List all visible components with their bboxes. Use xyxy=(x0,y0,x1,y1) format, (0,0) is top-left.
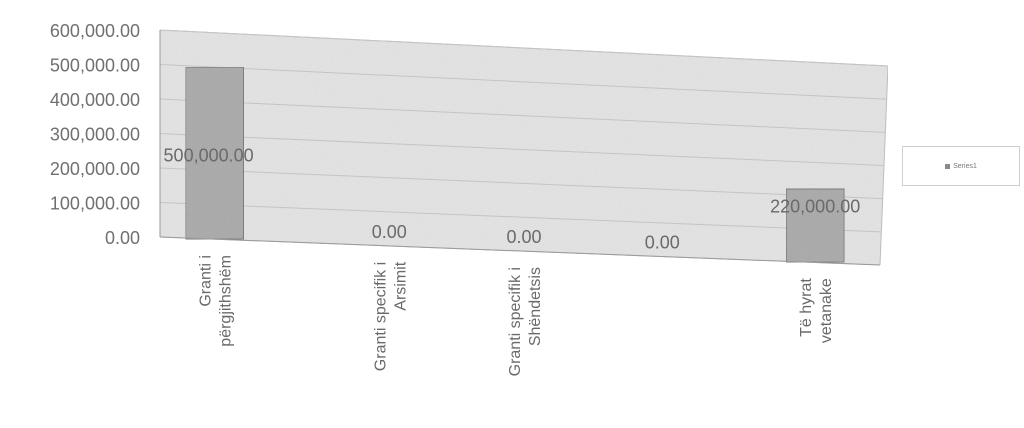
gridline xyxy=(159,64,887,100)
y-tick-label: 300,000.00 xyxy=(50,125,140,145)
category-label-line: Granti i xyxy=(198,255,215,307)
y-tick-label: 0.00 xyxy=(105,228,140,248)
legend-label-series1: Series1 xyxy=(953,162,977,170)
gridline xyxy=(159,133,885,166)
category-label-line: Shëndetsis xyxy=(527,267,544,346)
category-label-line: Arsimit xyxy=(392,261,409,310)
gridline xyxy=(159,98,886,133)
x-axis-line xyxy=(159,236,881,266)
bar xyxy=(785,188,845,263)
data-label: 0.00 xyxy=(506,227,541,247)
data-label: 500,000.00 xyxy=(164,146,254,166)
data-label: 0.00 xyxy=(372,222,407,242)
data-label: 220,000.00 xyxy=(770,196,860,216)
y-tick-label: 200,000.00 xyxy=(50,159,140,179)
gridline xyxy=(159,167,883,200)
y-tick-label: 600,000.00 xyxy=(50,21,140,41)
category-label-line: Granti specifik i xyxy=(372,262,389,371)
legend: Series1 xyxy=(902,146,1020,186)
category-label-line: vetanake xyxy=(818,278,835,343)
gridline xyxy=(159,202,882,233)
y-tick-label: 500,000.00 xyxy=(50,56,140,76)
y-tick-label: 400,000.00 xyxy=(50,90,140,110)
gridline xyxy=(159,29,889,67)
category-label: Granti specifik i Shëndetsis xyxy=(507,267,544,376)
category-label: Granti specifik i Arsimit xyxy=(372,261,409,371)
category-label-line: Të hyrat xyxy=(798,278,815,337)
y-tick-label: 100,000.00 xyxy=(50,194,140,214)
legend-swatch-series1 xyxy=(945,163,951,169)
category-label-line: Granti specifik i xyxy=(507,267,524,376)
category-label-line: përgjithshëm xyxy=(218,255,235,347)
data-label: 0.00 xyxy=(645,232,680,252)
category-label: Të hyrat vetanake xyxy=(798,278,835,343)
bar xyxy=(185,66,245,240)
category-label: Granti i përgjithshëm xyxy=(198,255,235,347)
